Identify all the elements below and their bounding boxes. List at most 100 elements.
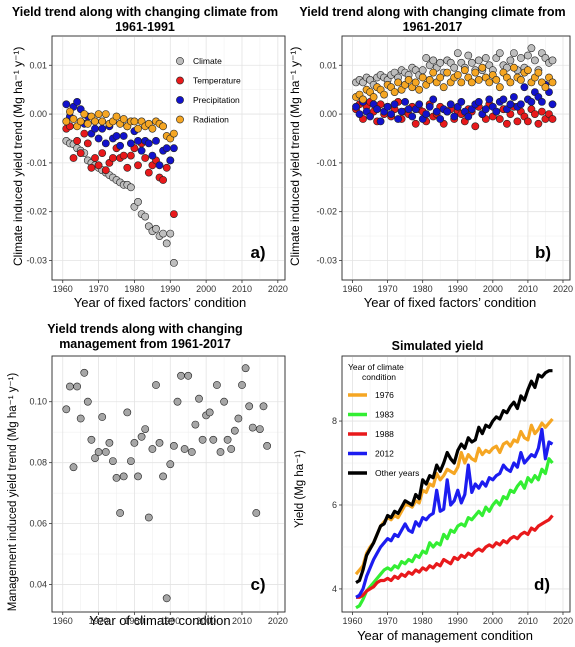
- chart-d-plot-border: [341, 355, 571, 613]
- chart-d-series-line: [356, 514, 554, 599]
- chart-d-series-line: [355, 427, 554, 599]
- chart-c-tick-label-y: 0.06: [29, 519, 47, 529]
- chart-c-point: [83, 397, 92, 406]
- chart-c-point: [180, 445, 189, 453]
- chart-d-series-line: [354, 417, 554, 576]
- chart-b-tick-label-x: 1970: [378, 284, 398, 294]
- chart-d-tick-label-y: 4: [332, 584, 337, 594]
- chart-b-point: [390, 100, 399, 109]
- chart-c-point: [230, 426, 239, 435]
- chart-b-point: [471, 68, 480, 77]
- chart-c-point: [205, 408, 214, 417]
- chart-b-point: [474, 98, 483, 106]
- chart-b-point: [506, 100, 515, 109]
- chart-c-tick-label-x: 1960: [53, 616, 73, 626]
- chart-b-point: [474, 76, 483, 84]
- chart-b-point: [429, 95, 438, 104]
- chart-b-point: [376, 117, 385, 126]
- chart-b-point: [492, 76, 501, 84]
- chart-b-tick-label-y: -0.03: [316, 255, 337, 265]
- chart-c-tick-label-y: 0.04: [29, 580, 47, 590]
- chart-b-point: [408, 112, 417, 121]
- chart-c-point: [126, 457, 135, 465]
- chart-c-point: [80, 368, 89, 377]
- chart-b-tick-label-y: 0.01: [319, 60, 337, 70]
- chart-c-point: [91, 454, 99, 462]
- chart-b-point: [527, 44, 536, 53]
- chart-b-point: [527, 98, 536, 106]
- chart-a-point: [83, 139, 92, 148]
- chart-c-tick-label-x: 2000: [196, 616, 216, 626]
- chart-b-point: [429, 56, 438, 65]
- chart-c-point: [234, 414, 243, 423]
- chart-c-point: [252, 509, 261, 517]
- chart-d-tick-label-y: 8: [332, 416, 337, 426]
- chart-b-point: [390, 88, 399, 96]
- chart-b-point: [450, 63, 459, 72]
- chart-b-point: [548, 115, 557, 123]
- chart-a-point: [137, 146, 146, 155]
- chart-a-point: [73, 136, 81, 145]
- chart-c-point: [144, 513, 153, 522]
- panel-d-title-line1: Simulated yield: [391, 339, 484, 353]
- chart-a-legend-marker: [176, 96, 184, 104]
- chart-c-point: [87, 435, 96, 444]
- chart-a-legend-label: Climate: [193, 56, 222, 66]
- chart-b-point: [418, 73, 427, 82]
- chart-b-point: [369, 93, 378, 101]
- chart-b-point: [481, 54, 490, 62]
- chart-c-point: [166, 460, 175, 469]
- chart-a-point: [62, 100, 71, 109]
- panel-c-xlabel: Year of climate condition: [89, 613, 231, 628]
- chart-b-point: [404, 76, 413, 84]
- chart-b-point: [373, 105, 381, 114]
- chart-c-point: [263, 441, 271, 450]
- chart-b-point: [531, 56, 539, 65]
- chart-a-point: [73, 98, 81, 106]
- chart-b-point: [517, 76, 525, 84]
- chart-b-point: [506, 78, 515, 87]
- chart-d-legend-label: 1988: [375, 429, 394, 439]
- chart-a-point: [123, 163, 132, 172]
- chart-b-point: [366, 112, 374, 121]
- chart-a-point: [94, 161, 103, 170]
- chart-b-point: [439, 83, 448, 92]
- chart-a-point: [159, 176, 167, 184]
- chart-b-tick-label-x: 2010: [518, 284, 538, 294]
- chart-b-point: [481, 105, 490, 114]
- chart-a-point: [98, 117, 107, 126]
- chart-b-point: [397, 107, 406, 116]
- panel-a-xlabel: Year of fixed factors’ condition: [73, 295, 247, 310]
- chart-b-point: [429, 68, 438, 77]
- chart-c-point: [212, 381, 221, 389]
- chart-b-point: [478, 63, 487, 72]
- chart-a-panel-label: a): [250, 243, 265, 262]
- chart-d-legend-title-line: Year of climate: [348, 362, 404, 372]
- chart-a-tick-label-x: 1960: [53, 284, 73, 294]
- chart-b-point: [443, 107, 452, 116]
- chart-c-tick-label-x: 2020: [268, 616, 288, 626]
- chart-b-plot-border: [341, 35, 571, 281]
- chart-a-point: [148, 151, 157, 160]
- chart-a-point: [126, 139, 135, 148]
- chart-c-plot-border: [51, 355, 286, 613]
- chart-b-point: [432, 107, 441, 116]
- chart-b-point: [534, 119, 543, 128]
- chart-c-point: [216, 448, 225, 456]
- chart-b-point: [495, 49, 504, 57]
- chart-a-tick-label-y: 0.01: [29, 60, 47, 70]
- chart-a-point: [76, 149, 85, 157]
- chart-b-point: [531, 110, 539, 118]
- chart-b-point: [457, 78, 466, 87]
- panel-a-title-line1: Yield trend along with changing climate …: [11, 5, 279, 19]
- chart-c-point: [209, 435, 218, 444]
- chart-b-point: [443, 68, 452, 77]
- chart-a-point: [144, 168, 153, 177]
- chart-c-point: [62, 405, 71, 414]
- chart-c-point: [155, 438, 164, 447]
- chart-c-point: [191, 420, 200, 429]
- chart-b-point: [422, 54, 431, 62]
- chart-b-point: [425, 76, 434, 84]
